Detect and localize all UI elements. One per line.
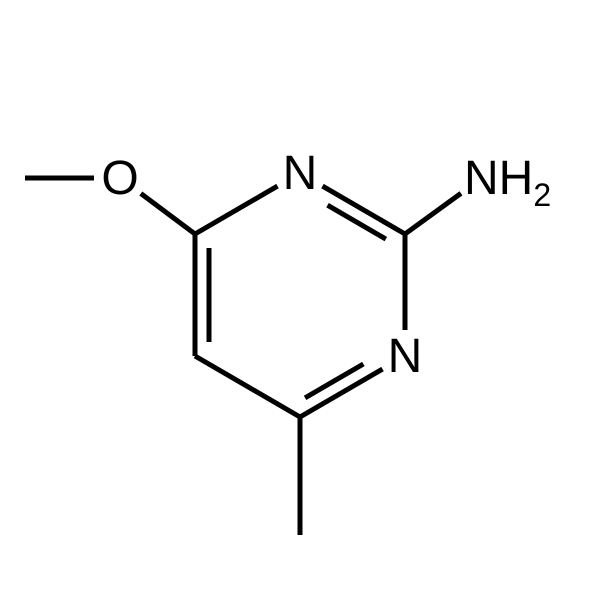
atom-label-N-right: N (388, 330, 423, 383)
bond-6-main (141, 194, 195, 234)
bond-0-main (195, 186, 278, 234)
atom-label-NH2: NH2 (464, 152, 551, 213)
bond-1-inner (328, 205, 386, 239)
bond-4-main (195, 356, 300, 417)
bond-8-main (405, 193, 461, 234)
atom-label-N-top: N (283, 147, 318, 200)
atom-label-O: O (101, 152, 138, 205)
molecule-canvas: O N N NH2 (0, 0, 600, 600)
bond-3-inner (305, 364, 363, 398)
